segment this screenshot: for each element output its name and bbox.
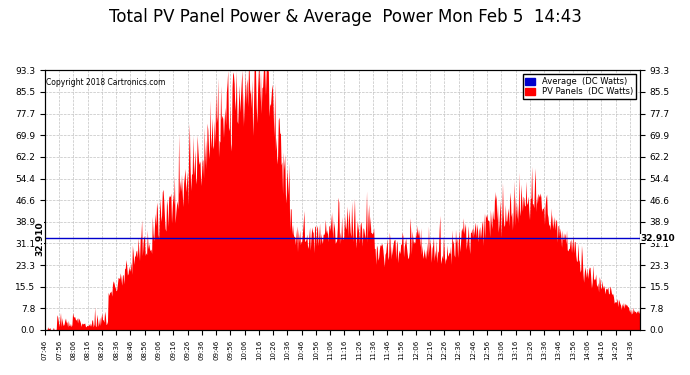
Text: Copyright 2018 Cartronics.com: Copyright 2018 Cartronics.com	[46, 78, 166, 87]
Legend: Average  (DC Watts), PV Panels  (DC Watts): Average (DC Watts), PV Panels (DC Watts)	[523, 74, 635, 99]
Text: Total PV Panel Power & Average  Power Mon Feb 5  14:43: Total PV Panel Power & Average Power Mon…	[108, 8, 582, 26]
Text: 32.910: 32.910	[640, 234, 675, 243]
Text: 32.910: 32.910	[35, 221, 44, 256]
